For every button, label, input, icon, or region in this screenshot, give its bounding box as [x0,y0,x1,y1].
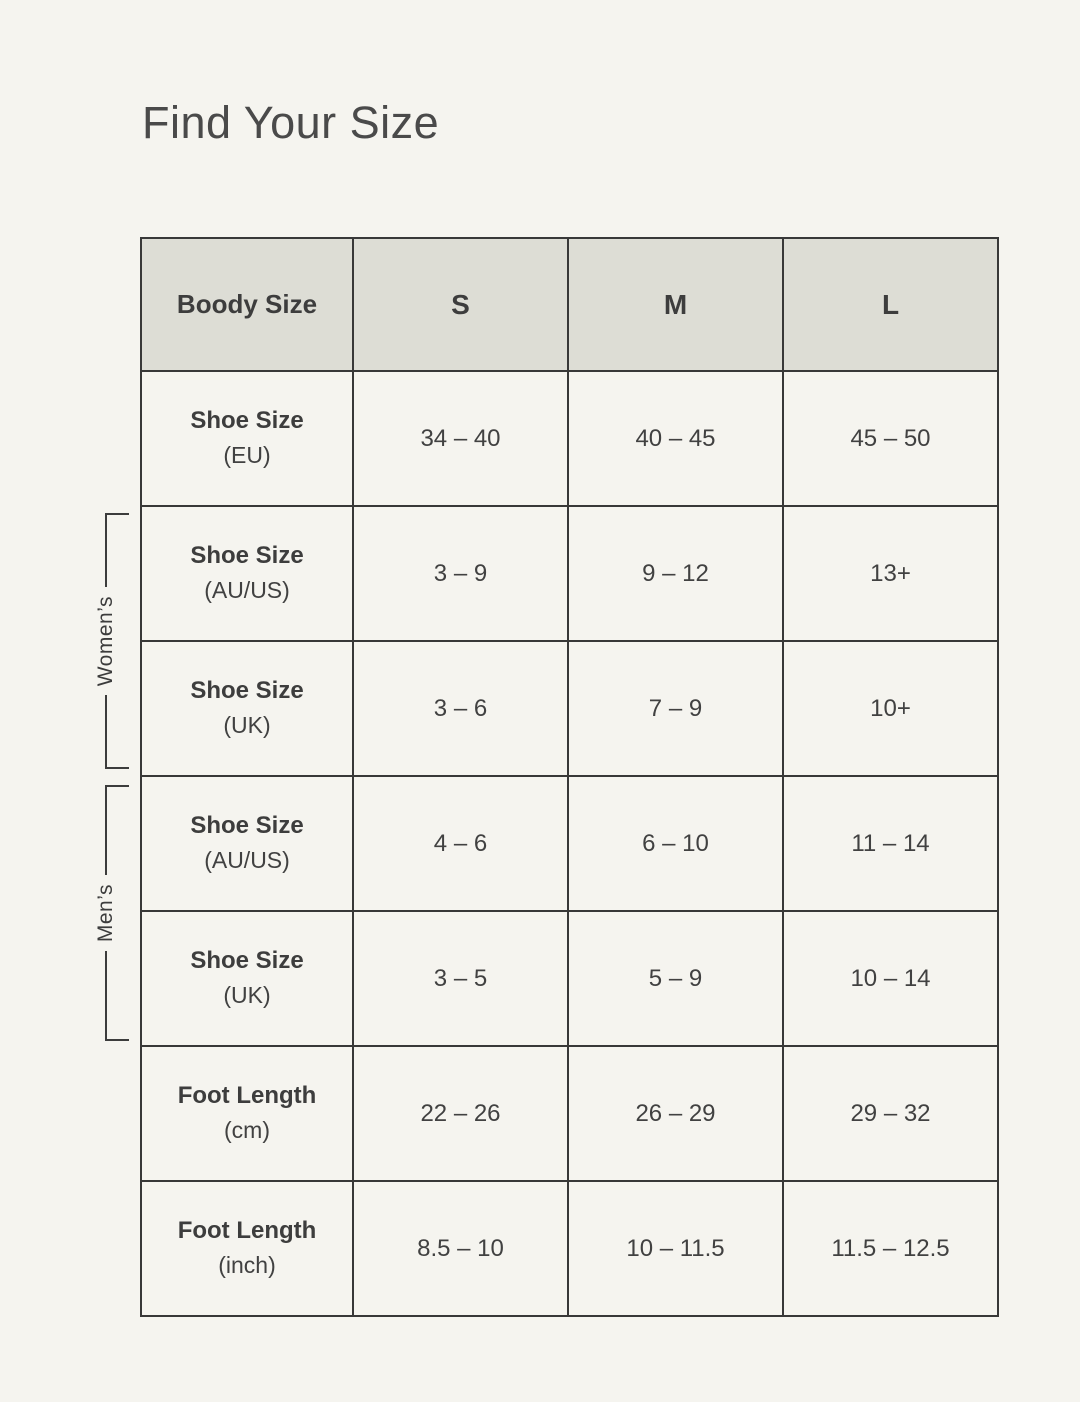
cell-value: 10+ [782,640,999,777]
row-unit: (UK) [223,982,271,1009]
cell-value: 11 – 14 [782,775,999,912]
row-label: Shoe Size [190,542,304,570]
bracket-line [105,513,129,587]
row-label: Foot Length [177,1217,317,1245]
cell-value: 7 – 9 [567,640,784,777]
womens-group-label: Women’s [94,595,117,687]
cell-value: 10 – 14 [782,910,999,1047]
bracket-line [105,785,129,875]
row-label: Shoe Size [190,812,304,840]
cell-value: 11.5 – 12.5 [782,1180,999,1317]
table-row-foot-length-cm: Foot Length (cm) 22 – 26 26 – 29 29 – 32 [140,1045,999,1182]
row-header: Shoe Size (UK) [140,640,354,777]
cell-value: 3 – 9 [352,505,569,642]
cell-value: 8.5 – 10 [352,1180,569,1317]
row-header: Foot Length (cm) [140,1045,354,1182]
page-title: Find Your Size [142,97,440,148]
row-unit: (EU) [223,442,271,469]
cell-value: 34 – 40 [352,370,569,507]
cell-value: 13+ [782,505,999,642]
row-unit: (cm) [224,1117,270,1144]
table-row-mens-shoe-size-auus: Shoe Size (AU/US) 4 – 6 6 – 10 11 – 14 [140,775,999,912]
header-cell-size-l: L [782,237,999,372]
cell-value: 40 – 45 [567,370,784,507]
cell-value: 4 – 6 [352,775,569,912]
table-row-womens-shoe-size-uk: Shoe Size (UK) 3 – 6 7 – 9 10+ [140,640,999,777]
table-row-foot-length-inch: Foot Length (inch) 8.5 – 10 10 – 11.5 11… [140,1180,999,1317]
row-header: Shoe Size (AU/US) [140,505,354,642]
mens-group-bracket: Men’s [83,785,129,1042]
cell-value: 5 – 9 [567,910,784,1047]
mens-group-label: Men’s [94,883,117,943]
row-label: Shoe Size [190,407,304,435]
row-label: Shoe Size [190,677,304,705]
row-header: Foot Length (inch) [140,1180,354,1317]
cell-value: 6 – 10 [567,775,784,912]
row-header: Shoe Size (AU/US) [140,775,354,912]
row-header: Shoe Size (EU) [140,370,354,507]
header-cell-boody-size: Boody Size [140,237,354,372]
cell-value: 3 – 6 [352,640,569,777]
row-header: Shoe Size (UK) [140,910,354,1047]
cell-value: 29 – 32 [782,1045,999,1182]
row-unit: (inch) [218,1252,276,1279]
cell-value: 22 – 26 [352,1045,569,1182]
cell-value: 9 – 12 [567,505,784,642]
row-unit: (AU/US) [204,847,290,874]
table-row-shoe-size-eu: Shoe Size (EU) 34 – 40 40 – 45 45 – 50 [140,370,999,507]
header-cell-size-s: S [352,237,569,372]
bracket-line [105,695,129,770]
row-label: Shoe Size [190,947,304,975]
size-table: Boody Size S M L Shoe Size (EU) 34 – 40 … [140,237,999,1317]
row-label: Foot Length [177,1082,317,1110]
row-unit: (UK) [223,712,271,739]
table-row-mens-shoe-size-uk: Shoe Size (UK) 3 – 5 5 – 9 10 – 14 [140,910,999,1047]
row-unit: (AU/US) [204,577,290,604]
table-row-womens-shoe-size-auus: Shoe Size (AU/US) 3 – 9 9 – 12 13+ [140,505,999,642]
cell-value: 45 – 50 [782,370,999,507]
header-cell-size-m: M [567,237,784,372]
cell-value: 3 – 5 [352,910,569,1047]
cell-value: 26 – 29 [567,1045,784,1182]
womens-group-bracket: Women’s [83,513,129,770]
bracket-line [105,951,129,1042]
table-header-row: Boody Size S M L [140,237,999,372]
cell-value: 10 – 11.5 [567,1180,784,1317]
